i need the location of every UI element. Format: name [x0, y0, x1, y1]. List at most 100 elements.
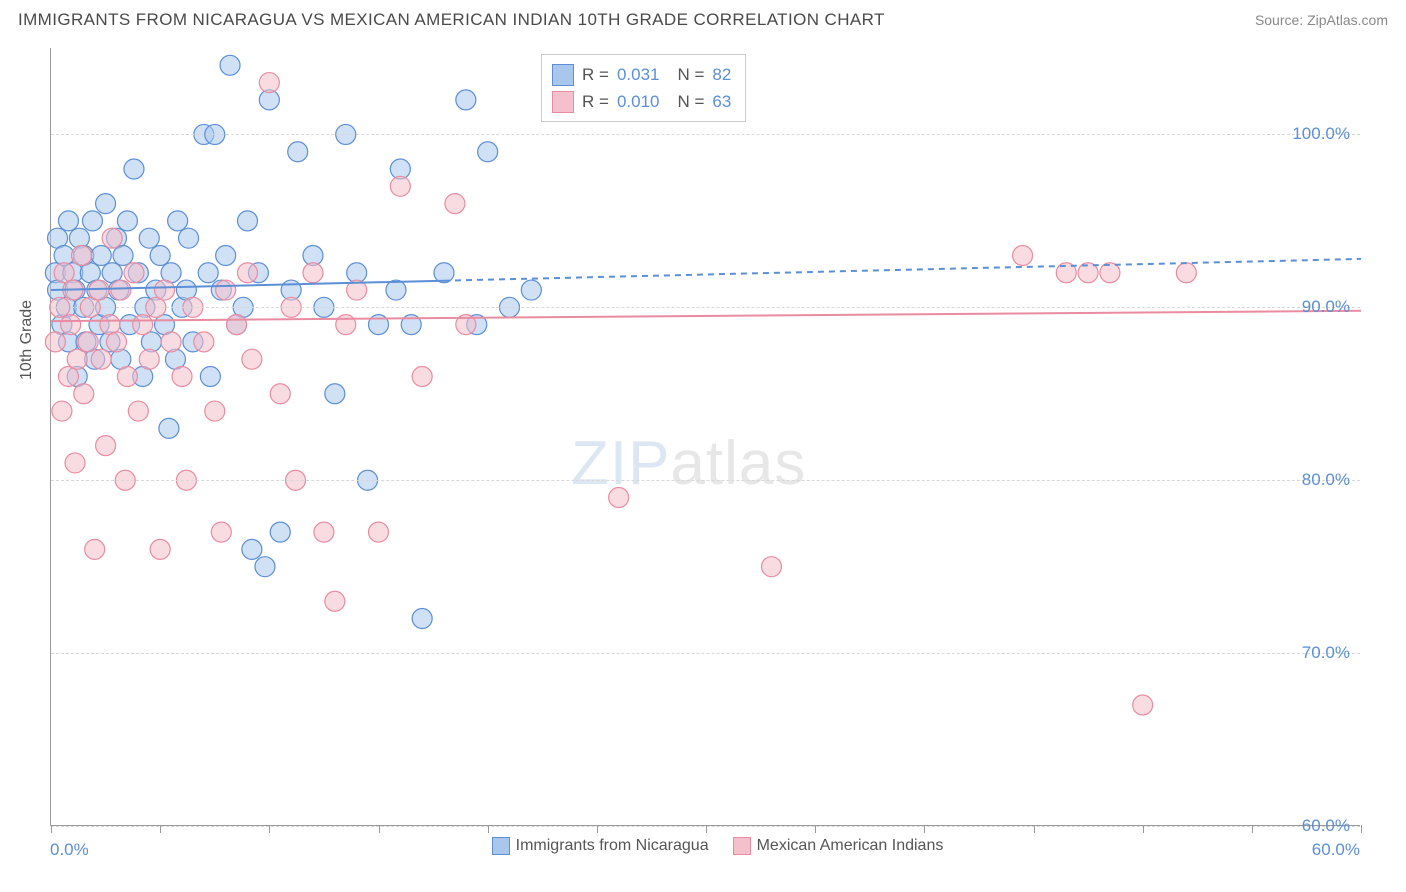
data-point: [1133, 695, 1153, 715]
legend-n-label: N =: [677, 88, 704, 115]
data-point: [82, 211, 102, 231]
data-point: [412, 366, 432, 386]
data-point: [216, 245, 236, 265]
data-point: [325, 384, 345, 404]
data-point: [96, 436, 116, 456]
x-tick: [1034, 825, 1035, 833]
data-point: [238, 263, 258, 283]
data-point: [445, 194, 465, 214]
data-point: [111, 280, 131, 300]
data-point: [198, 263, 218, 283]
x-tick: [379, 825, 380, 833]
data-point: [521, 280, 541, 300]
data-point: [168, 211, 188, 231]
legend-r-value: 0.031: [617, 61, 660, 88]
data-point: [107, 332, 127, 352]
data-point: [242, 539, 262, 559]
gridline: [51, 307, 1360, 308]
data-point: [303, 263, 323, 283]
data-point: [216, 280, 236, 300]
data-point: [67, 349, 87, 369]
data-point: [609, 488, 629, 508]
x-max-label: 60.0%: [1312, 840, 1360, 860]
legend-row: R = 0.031 N = 82: [552, 61, 731, 88]
data-point: [117, 211, 137, 231]
x-tick: [1252, 825, 1253, 833]
x-tick: [815, 825, 816, 833]
legend-n-label: N =: [677, 61, 704, 88]
data-point: [96, 194, 116, 214]
trend-line-dashed: [444, 259, 1361, 281]
data-point: [762, 557, 782, 577]
data-point: [65, 453, 85, 473]
data-point: [369, 522, 389, 542]
y-tick-label: 100.0%: [1292, 124, 1350, 144]
data-point: [456, 90, 476, 110]
x-tick: [1143, 825, 1144, 833]
data-point: [386, 280, 406, 300]
data-point: [412, 609, 432, 629]
x-tick: [706, 825, 707, 833]
data-point: [124, 263, 144, 283]
data-point: [270, 384, 290, 404]
data-point: [200, 366, 220, 386]
legend-n-value: 63: [712, 88, 731, 115]
data-point: [255, 557, 275, 577]
data-point: [220, 55, 240, 75]
data-point: [205, 401, 225, 421]
data-point: [150, 245, 170, 265]
data-point: [102, 228, 122, 248]
gridline: [51, 480, 1360, 481]
data-point: [155, 280, 175, 300]
data-point: [238, 211, 258, 231]
gridline: [51, 134, 1360, 135]
data-point: [45, 332, 65, 352]
legend-n-value: 82: [712, 61, 731, 88]
legend-r-label: R =: [582, 88, 609, 115]
y-axis-label: 10th Grade: [18, 300, 36, 380]
data-point: [179, 228, 199, 248]
x-min-label: 0.0%: [50, 840, 89, 860]
x-tick: [597, 825, 598, 833]
correlation-legend: R = 0.031 N = 82 R = 0.010 N = 63: [541, 54, 746, 122]
data-point: [1100, 263, 1120, 283]
data-point: [133, 315, 153, 335]
data-point: [1013, 245, 1033, 265]
x-tick: [51, 825, 52, 833]
data-point: [72, 245, 92, 265]
chart-header: IMMIGRANTS FROM NICARAGUA VS MEXICAN AME…: [0, 0, 1406, 38]
x-axis-labels: 0.0% 60.0%: [50, 840, 1360, 870]
data-point: [74, 384, 94, 404]
y-tick-label: 60.0%: [1302, 816, 1350, 836]
data-point: [227, 315, 247, 335]
data-point: [270, 522, 290, 542]
data-point: [58, 211, 78, 231]
x-tick: [269, 825, 270, 833]
data-point: [161, 332, 181, 352]
data-point: [124, 159, 144, 179]
data-point: [52, 401, 72, 421]
x-tick: [160, 825, 161, 833]
data-point: [139, 228, 159, 248]
data-point: [113, 245, 133, 265]
x-tick: [1361, 825, 1362, 833]
data-point: [314, 522, 334, 542]
data-point: [288, 142, 308, 162]
source-attribution: Source: ZipAtlas.com: [1255, 12, 1388, 28]
data-point: [128, 401, 148, 421]
x-tick: [488, 825, 489, 833]
data-point: [478, 142, 498, 162]
y-tick-label: 70.0%: [1302, 643, 1350, 663]
y-tick-label: 90.0%: [1302, 297, 1350, 317]
chart-title: IMMIGRANTS FROM NICARAGUA VS MEXICAN AME…: [18, 10, 885, 30]
data-point: [1176, 263, 1196, 283]
legend-swatch: [552, 91, 574, 113]
data-point: [336, 315, 356, 335]
legend-r-label: R =: [582, 61, 609, 88]
data-point: [390, 176, 410, 196]
legend-r-value: 0.010: [617, 88, 660, 115]
x-tick: [924, 825, 925, 833]
data-point: [139, 349, 159, 369]
y-tick-label: 80.0%: [1302, 470, 1350, 490]
data-point: [61, 315, 81, 335]
